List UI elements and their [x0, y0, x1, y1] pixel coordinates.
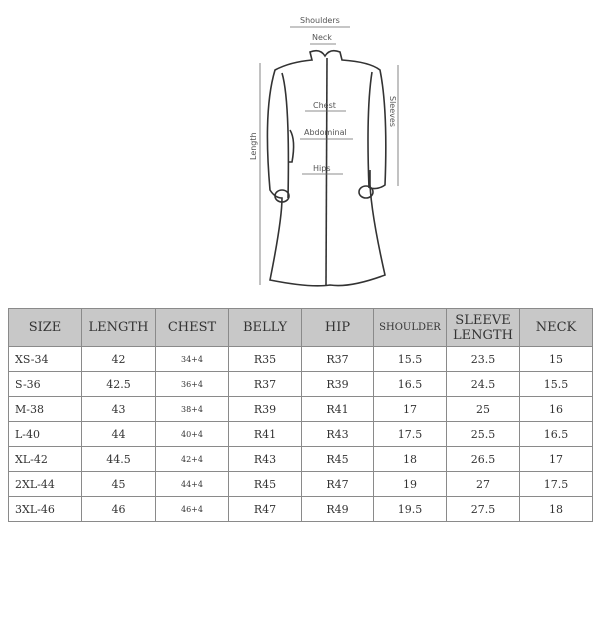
header-sleeve-length: SLEEVE LENGTH — [446, 308, 520, 347]
table-row: M-38 43 38+4 R39 R41 17 25 16 — [8, 396, 593, 422]
header-belly: BELLY — [228, 308, 302, 347]
cell-length: 42.5 — [81, 371, 156, 397]
label-abdominal: Abdominal — [304, 128, 347, 137]
table-row: XS-34 42 34+4 R35 R37 15.5 23.5 15 — [8, 346, 593, 372]
coat-measurement-diagram: Shoulders Neck Chest Abdominal Hips Leng… — [249, 16, 399, 287]
cell-sleeve-length: 25 — [446, 396, 520, 422]
table-row: 2XL-44 45 44+4 R45 R47 19 27 17.5 — [8, 471, 593, 497]
label-shoulders: Shoulders — [300, 16, 340, 25]
cell-chest: 42+4 — [155, 446, 229, 472]
cell-length: 44 — [81, 421, 156, 447]
cell-hip: R43 — [301, 421, 374, 447]
label-neck: Neck — [312, 33, 332, 42]
cell-neck: 16.5 — [519, 421, 593, 447]
cell-chest: 44+4 — [155, 471, 229, 497]
cell-sleeve-length: 25.5 — [446, 421, 520, 447]
cell-belly: R45 — [228, 471, 302, 497]
cell-belly: R39 — [228, 396, 302, 422]
cell-size: 2XL-44 — [8, 471, 82, 497]
label-chest: Chest — [313, 101, 336, 110]
cell-shoulder: 17 — [373, 396, 447, 422]
cell-shoulder: 19 — [373, 471, 447, 497]
coat-outline — [266, 49, 387, 287]
table-row: L-40 44 40+4 R41 R43 17.5 25.5 16.5 — [8, 421, 593, 447]
cell-shoulder: 15.5 — [373, 346, 447, 372]
header-length: LENGTH — [81, 308, 156, 347]
header-size: SIZE — [8, 308, 82, 347]
cell-chest: 34+4 — [155, 346, 229, 372]
cell-length: 43 — [81, 396, 156, 422]
cell-neck: 17.5 — [519, 471, 593, 497]
table-header-row: SIZE LENGTH CHEST BELLY HIP SHOULDER SLE… — [8, 308, 593, 347]
cell-belly: R43 — [228, 446, 302, 472]
cell-chest: 40+4 — [155, 421, 229, 447]
table-row: 3XL-46 46 46+4 R47 R49 19.5 27.5 18 — [8, 496, 593, 522]
cell-size: XL-42 — [8, 446, 82, 472]
cell-length: 44.5 — [81, 446, 156, 472]
label-length: Length — [249, 132, 258, 160]
cell-sleeve-length: 26.5 — [446, 446, 520, 472]
cell-neck: 16 — [519, 396, 593, 422]
size-chart-table: SIZE LENGTH CHEST BELLY HIP SHOULDER SLE… — [8, 308, 593, 522]
header-hip: HIP — [301, 308, 374, 347]
cell-hip: R37 — [301, 346, 374, 372]
cell-length: 42 — [81, 346, 156, 372]
cell-length: 45 — [81, 471, 156, 497]
cell-belly: R35 — [228, 346, 302, 372]
cell-sleeve-length: 27.5 — [446, 496, 520, 522]
cell-length: 46 — [81, 496, 156, 522]
cell-size: M-38 — [8, 396, 82, 422]
cell-chest: 46+4 — [155, 496, 229, 522]
cell-hip: R41 — [301, 396, 374, 422]
header-shoulder: SHOULDER — [373, 308, 447, 347]
cell-belly: R37 — [228, 371, 302, 397]
header-neck: NECK — [519, 308, 593, 347]
cell-hip: R45 — [301, 446, 374, 472]
cell-chest: 38+4 — [155, 396, 229, 422]
cell-hip: R47 — [301, 471, 374, 497]
table-row: S-36 42.5 36+4 R37 R39 16.5 24.5 15.5 — [8, 371, 593, 397]
cell-shoulder: 18 — [373, 446, 447, 472]
cell-size: 3XL-46 — [8, 496, 82, 522]
cell-sleeve-length: 27 — [446, 471, 520, 497]
cell-belly: R41 — [228, 421, 302, 447]
cell-hip: R49 — [301, 496, 374, 522]
table-row: XL-42 44.5 42+4 R43 R45 18 26.5 17 — [8, 446, 593, 472]
cell-belly: R47 — [228, 496, 302, 522]
cell-size: L-40 — [8, 421, 82, 447]
measure-lines — [259, 26, 399, 285]
cell-size: S-36 — [8, 371, 82, 397]
cell-neck: 18 — [519, 496, 593, 522]
cell-sleeve-length: 24.5 — [446, 371, 520, 397]
header-chest: CHEST — [155, 308, 229, 347]
cell-shoulder: 16.5 — [373, 371, 447, 397]
label-sleeves: Sleeves — [388, 96, 397, 127]
cell-shoulder: 19.5 — [373, 496, 447, 522]
cell-sleeve-length: 23.5 — [446, 346, 520, 372]
label-hips: Hips — [313, 164, 330, 173]
cell-neck: 15.5 — [519, 371, 593, 397]
cell-shoulder: 17.5 — [373, 421, 447, 447]
cell-chest: 36+4 — [155, 371, 229, 397]
cell-neck: 17 — [519, 446, 593, 472]
cell-size: XS-34 — [8, 346, 82, 372]
cell-neck: 15 — [519, 346, 593, 372]
cell-hip: R39 — [301, 371, 374, 397]
